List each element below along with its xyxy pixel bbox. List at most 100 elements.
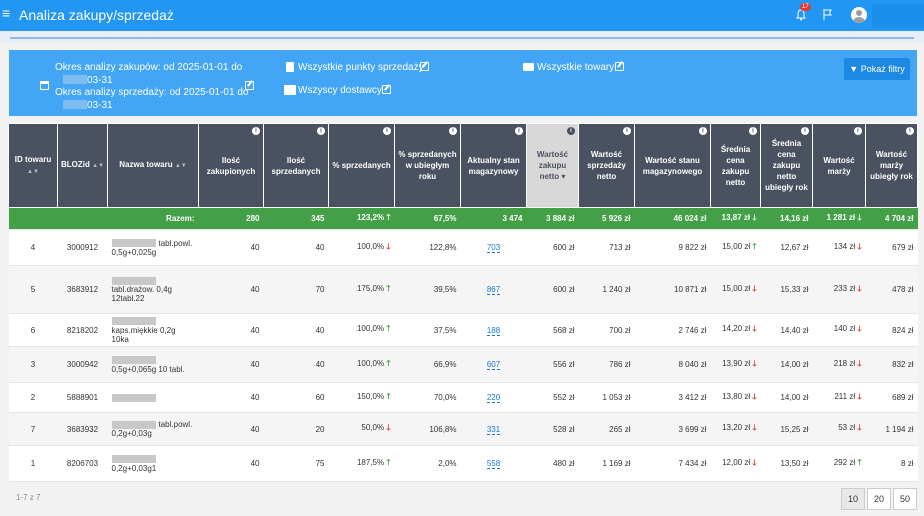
table-row[interactable]: 2 5888901 40 60 150,0% 🡑 70,0% 220 552 zł 1 053 …: [8, 382, 918, 413]
edit-products-icon[interactable]: [615, 62, 624, 71]
cell-pct-sold: 100,0% 🡓: [328, 229, 395, 266]
column-header[interactable]: i Średnia cena zakupu netto: [710, 123, 761, 208]
show-filters-button[interactable]: ▼ Pokaż filtry: [844, 58, 910, 80]
info-icon[interactable]: i: [515, 127, 523, 135]
info-icon[interactable]: i: [749, 127, 757, 135]
cell-id: 5: [8, 265, 58, 314]
table-row[interactable]: 4 3000912 tabl.powl. 0,5g+0,025g 40 40 100,0%…: [8, 229, 918, 266]
stock-link[interactable]: 220: [486, 393, 501, 403]
table-row[interactable]: 3 3000942 0,5g+0,065g 10 tabl. 40 40 100,0% 🡑…: [8, 346, 918, 383]
stock-link[interactable]: 867: [486, 285, 501, 295]
stock-link[interactable]: 188: [486, 325, 501, 336]
cell-product-name: [107, 382, 199, 413]
filter-icon: ▼: [849, 64, 861, 74]
suppliers-filter[interactable]: Wszyscy dostawcy: [298, 85, 382, 96]
edit-points-icon[interactable]: [420, 62, 429, 71]
column-header[interactable]: i% sprzedanych w ubiegłym roku: [394, 123, 461, 208]
info-icon[interactable]: i: [801, 127, 809, 135]
info-icon[interactable]: i: [623, 127, 631, 135]
info-icon[interactable]: i: [906, 127, 914, 135]
arrow-down-icon: 🡓: [750, 391, 757, 401]
column-header[interactable]: i Wartość stanu magazynowego: [634, 123, 711, 208]
redacted-name: [111, 393, 156, 402]
total-stock-value: 46 024 zł: [634, 207, 711, 230]
column-header[interactable]: i Średnia cena zakupu netto ubiegły rok: [760, 123, 813, 208]
column-header[interactable]: ID towaru ▲▼: [8, 123, 58, 208]
cell-pct-sold: 100,0% 🡑: [328, 346, 395, 383]
cell-pct-sold: 100,0% 🡑: [328, 313, 395, 347]
cell-product-name: kaps.miękkie 0,2g 10ka: [107, 313, 199, 347]
column-header[interactable]: i Wartość marży ubiegły rok: [865, 123, 918, 208]
redacted-name: [111, 420, 156, 429]
arrow-up-icon: 🡑: [855, 457, 862, 467]
stock-link[interactable]: 607: [486, 360, 501, 370]
redacted-name: [111, 455, 156, 464]
cell-bought: 40: [198, 445, 264, 482]
column-header[interactable]: BLOZid ▲▼: [57, 123, 108, 208]
table-row[interactable]: 7 3683932 tabl.powl. 0,2g+0,03g 40 20 50,0% 🡓…: [8, 412, 918, 446]
column-header[interactable]: i Ilość zakupionych: [198, 123, 264, 208]
info-icon[interactable]: i: [252, 127, 260, 135]
truck-icon: [284, 85, 296, 95]
cell-margin: 218 zł 🡓: [812, 346, 866, 383]
column-header-sorted[interactable]: i Wartość zakupu netto ▾: [526, 123, 579, 208]
info-icon[interactable]: i: [317, 127, 325, 135]
user-avatar-icon[interactable]: [851, 7, 867, 23]
user-menu[interactable]: [872, 4, 924, 28]
stock-link[interactable]: 331: [486, 424, 501, 435]
table-row[interactable]: 5 3683912 tabl.drażow. 0,4g 12tabl.22 40 70 1…: [8, 265, 918, 314]
cell-bought: 40: [198, 265, 264, 314]
total-margin: 1 281 zł 🡓: [812, 207, 866, 230]
stock-link[interactable]: 558: [486, 459, 501, 469]
cell-stock: 867: [460, 265, 527, 314]
hamburger-menu-icon[interactable]: ≡: [2, 5, 11, 21]
info-icon[interactable]: i: [567, 127, 575, 135]
cell-purchase-value: 600 zł: [526, 229, 579, 266]
cell-pct-last-year: 39,5%: [394, 265, 461, 314]
arrow-down-icon: 🡓: [750, 457, 757, 467]
cell-bloz: 3000942: [57, 346, 108, 383]
cell-stock-value: 3 699 zł: [634, 412, 711, 446]
cell-id: 4: [8, 229, 58, 266]
arrow-up-icon: 🡑: [384, 324, 391, 333]
cell-stock: 607: [460, 346, 527, 383]
column-header[interactable]: i Aktualny stan magazynowy: [460, 123, 527, 208]
flag-icon[interactable]: [823, 9, 833, 20]
info-icon[interactable]: i: [699, 127, 707, 135]
redacted-name: [111, 276, 156, 285]
info-icon[interactable]: i: [383, 127, 391, 135]
arrow-down-icon: 🡓: [857, 212, 862, 222]
edit-period-icon[interactable]: [245, 81, 254, 90]
arrow-down-icon: 🡓: [750, 358, 757, 368]
column-header[interactable]: i Wartość sprzedaży netto: [578, 123, 635, 208]
cell-sold: 60: [263, 382, 329, 413]
cell-margin: 134 zł 🡓: [812, 229, 866, 266]
page-size-50[interactable]: 50: [893, 488, 917, 510]
points-of-sale-filter[interactable]: Wszystkie punkty sprzedaży: [298, 62, 424, 73]
page-size-10[interactable]: 10: [841, 488, 865, 510]
cell-margin-last-year: 8 zł: [865, 445, 918, 482]
edit-suppliers-icon[interactable]: [382, 85, 391, 94]
info-icon[interactable]: i: [449, 127, 457, 135]
analysis-period: Okres analizy zakupów: od 2025-01-01 do …: [55, 62, 248, 112]
table-row[interactable]: 6 8218202 kaps.miękkie 0,2g 10ka 40 40 100,0%…: [8, 313, 918, 347]
info-icon[interactable]: i: [854, 127, 862, 135]
cell-purchase-value: 552 zł: [526, 382, 579, 413]
stock-link[interactable]: 703: [486, 243, 501, 253]
cell-stock-value: 8 040 zł: [634, 346, 711, 383]
products-filter[interactable]: Wszystkie towary: [537, 62, 615, 73]
cell-pct-last-year: 37,5%: [394, 313, 461, 347]
cell-pct-sold: 50,0% 🡓: [328, 412, 395, 446]
cell-avg-price: 13,80 zł 🡓: [710, 382, 761, 413]
cell-avg-price-last-year: 15,25 zł: [760, 412, 813, 446]
top-bar: ≡ Analiza zakupy/sprzedaż 17: [0, 0, 924, 31]
table-row[interactable]: 1 8206703 0,2g+0,03g1 40 75 187,5% 🡑 2,0% 558 48…: [8, 445, 918, 482]
cell-avg-price-last-year: 14,40 zł: [760, 313, 813, 347]
column-header[interactable]: Nazwa towaru ▲▼: [107, 123, 199, 208]
header-divider: [0, 31, 924, 43]
cell-bought: 40: [198, 229, 264, 266]
column-header[interactable]: i% sprzedanych: [328, 123, 395, 208]
column-header[interactable]: i Ilość sprzedanych: [263, 123, 329, 208]
column-header[interactable]: i Wartość marży: [812, 123, 866, 208]
page-size-20[interactable]: 20: [867, 488, 891, 510]
